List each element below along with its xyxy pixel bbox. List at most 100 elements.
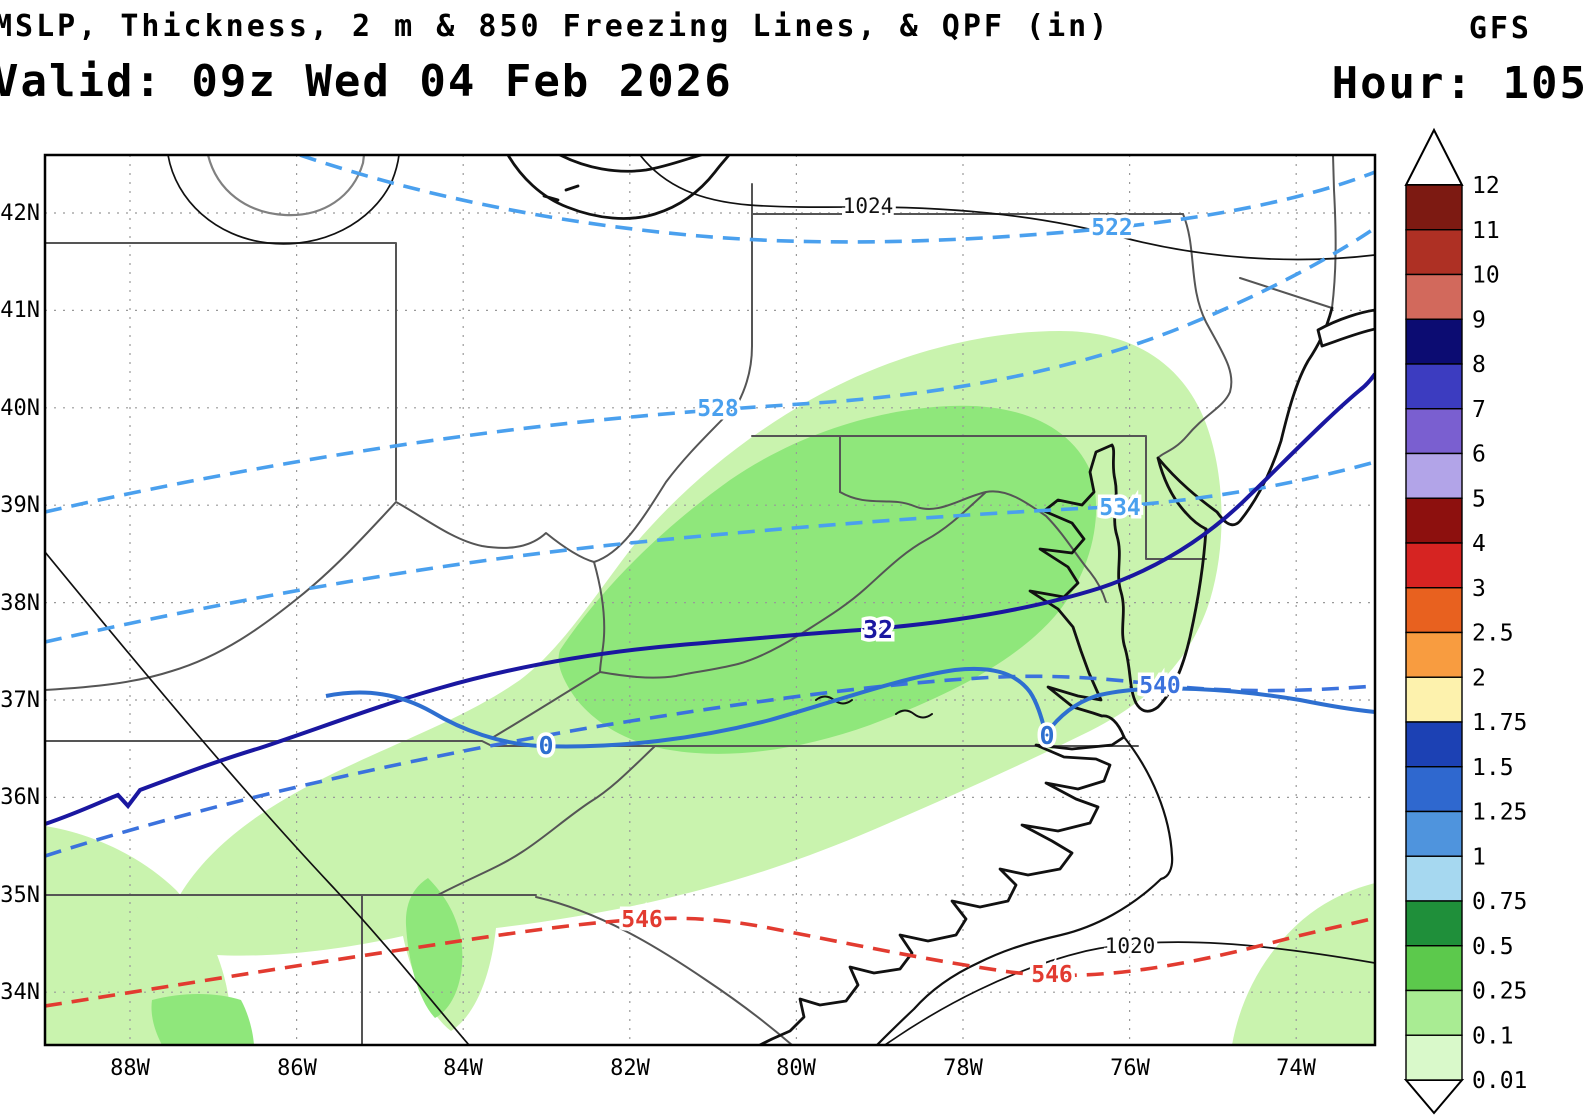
forecast-hour: Hour: 105 — [1331, 58, 1588, 109]
mslp-inner-loop-gray — [206, 155, 366, 217]
mslp-1020-label: 1020 — [1105, 934, 1156, 958]
colorbar-label: 12 — [1472, 173, 1500, 199]
thickness-contours-high — [45, 155, 1375, 644]
colorbar-label: 2.5 — [1472, 621, 1514, 647]
colorbar-cell — [1405, 408, 1463, 455]
colorbar-label: 1.5 — [1472, 755, 1514, 781]
colorbar-extend-arrow-up-icon — [1404, 127, 1464, 186]
thickness-522-label: 522 — [1091, 215, 1133, 241]
freezing-850-0-label-west: 0 — [538, 731, 553, 760]
state-border-straight-segments — [45, 183, 1207, 1045]
lat-label: 34N — [0, 980, 40, 1005]
lon-label: 80W — [776, 1056, 816, 1081]
colorbar-cell — [1405, 766, 1463, 813]
colorbar-cell — [1405, 855, 1463, 902]
colorbar-cell — [1405, 810, 1463, 857]
colorbar-label: 0.75 — [1472, 889, 1527, 915]
qpf-light-southwest-patch — [45, 826, 231, 1045]
coast-outer-banks — [875, 735, 1174, 1045]
coast-lake-erie — [506, 155, 731, 220]
state-border-delaware-river — [1157, 213, 1233, 459]
colorbar-cell — [1405, 318, 1463, 365]
lon-label: 84W — [443, 1056, 483, 1081]
figure-title: MSLP, Thickness, 2 m & 850 Freezing Line… — [0, 9, 1111, 44]
colorbar-label: 1.75 — [1472, 710, 1527, 736]
thickness-522-line — [299, 155, 1375, 244]
colorbar-cell — [1405, 631, 1463, 678]
qpf-medium-core — [558, 405, 1097, 754]
colorbar-cell — [1405, 676, 1463, 723]
colorbar-label: 0.5 — [1472, 934, 1514, 960]
colorbar-cell — [1405, 363, 1463, 410]
colorbar-label: 0.01 — [1472, 1068, 1527, 1094]
colorbar-cells — [1405, 184, 1463, 1081]
coast-northcarolina-sounds — [758, 735, 1126, 1045]
mslp-1024-contour — [639, 155, 1375, 261]
lon-label: 88W — [110, 1056, 150, 1081]
lon-label: 86W — [277, 1056, 317, 1081]
lat-label: 42N — [0, 201, 40, 226]
thickness-528-label: 528 — [697, 396, 739, 422]
lat-label: 39N — [0, 493, 40, 518]
qpf-medium-corner-spot — [151, 994, 254, 1045]
colorbar-label: 0.25 — [1472, 979, 1527, 1005]
state-border-northcarolina-southcarolina — [535, 896, 793, 1045]
colorbar-labels: 12 11 10 9 8 7 6 5 4 3 2.5 2 1.75 1.5 1.… — [1472, 173, 1527, 1094]
qpf-light-southeast-patch — [1232, 883, 1375, 1045]
state-border-tennessee-northcarolina — [437, 745, 656, 896]
state-border-kentucky-virginia — [491, 561, 606, 739]
lon-label: 78W — [943, 1056, 983, 1081]
thickness-534-label: 534 — [1099, 495, 1141, 521]
model-name: GFS — [1468, 11, 1532, 46]
colorbar-cell — [1405, 900, 1463, 947]
freezing-2m-32-label: 32 — [863, 615, 893, 644]
thickness-546-line — [45, 916, 1375, 1008]
colorbar-label: 11 — [1472, 218, 1500, 244]
lon-label: 82W — [610, 1056, 650, 1081]
lon-label: 76W — [1110, 1056, 1150, 1081]
state-border-newjersey-newyork — [1239, 155, 1337, 309]
colorbar-label: 1.25 — [1472, 800, 1527, 826]
qpf-medium-south-lobe — [405, 878, 463, 1018]
colorbar-cell — [1405, 1034, 1463, 1081]
mslp-high-loop — [167, 155, 400, 245]
colorbar-label: 0.1 — [1472, 1023, 1514, 1049]
colorbar-label: 10 — [1472, 263, 1500, 289]
qpf-colorbar: 12 11 10 9 8 7 6 5 4 3 2.5 2 1.75 1.5 1.… — [1403, 127, 1527, 1115]
freezing-850-0c-line — [325, 666, 1375, 749]
longitude-axis: 88W 86W 84W 82W 80W 78W 76W 74W — [110, 1056, 1316, 1081]
map-frame — [43, 153, 1377, 1047]
colorbar-cell — [1405, 273, 1463, 320]
valid-time: Valid: 09z Wed 04 Feb 2026 — [0, 56, 733, 107]
colorbar-cell — [1405, 497, 1463, 544]
state-borders — [45, 155, 1337, 1045]
mslp-1020-contour — [884, 941, 1375, 1045]
colorbar-cell — [1405, 989, 1463, 1036]
state-border-westvirginia-virginia — [599, 491, 987, 679]
colorbar-label: 9 — [1472, 307, 1486, 333]
colorbar-cell — [1405, 184, 1463, 231]
thickness-528-line — [45, 226, 1375, 514]
lat-label: 40N — [0, 396, 40, 421]
mslp-1024-label: 1024 — [843, 194, 894, 218]
colorbar-label: 4 — [1472, 531, 1486, 557]
colorbar-extend-arrow-down-icon — [1403, 1079, 1465, 1115]
lat-label: 36N — [0, 785, 40, 810]
mslp-diagonal-contour — [45, 551, 470, 1045]
colorbar-cell — [1405, 452, 1463, 499]
coast-long-island — [1316, 308, 1375, 348]
colorbar-label: 8 — [1472, 352, 1486, 378]
state-border-ohio-river — [45, 345, 753, 691]
lon-label: 74W — [1276, 1056, 1316, 1081]
contour-labels: 1024 1020 522 528 534 540 546 546 32 0 0 — [535, 191, 1184, 992]
lat-label: 38N — [0, 591, 40, 616]
freezing-850-0-label-east: 0 — [1039, 721, 1054, 750]
colorbar-label: 6 — [1472, 442, 1486, 468]
colorbar-label: 7 — [1472, 397, 1486, 423]
lat-label: 41N — [0, 298, 40, 323]
lat-label: 37N — [0, 688, 40, 713]
colorbar-cell — [1405, 945, 1463, 992]
freezing-2m-32f-line — [45, 372, 1375, 826]
colorbar-cell — [1405, 542, 1463, 589]
